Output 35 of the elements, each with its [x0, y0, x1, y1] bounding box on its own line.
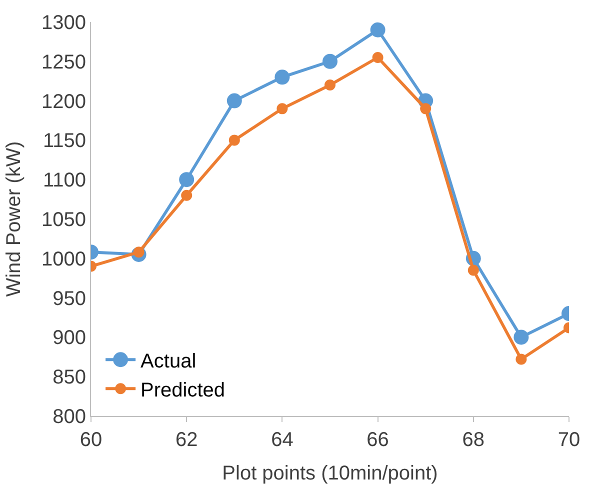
point: [226, 93, 242, 108]
point: [516, 354, 527, 365]
point: [370, 22, 386, 38]
y-tick-label: 1200: [42, 90, 86, 113]
y-tick-label: 1300: [42, 12, 86, 34]
point: [274, 70, 290, 85]
point: [276, 103, 288, 114]
y-tick-label: 1050: [42, 209, 86, 231]
y-tick-label: 850: [52, 366, 86, 389]
legend-label: Predicted: [140, 379, 226, 402]
y-tick-label: 1150: [42, 130, 86, 152]
x-tick-label: 66: [366, 429, 389, 451]
y-tick-label: 1100: [42, 170, 86, 192]
x-tick-label: 68: [462, 429, 485, 451]
point: [322, 54, 338, 69]
y-axis-title: Wind Power (kW): [3, 141, 25, 297]
x-tick-label: 64: [271, 429, 294, 451]
point: [324, 80, 336, 91]
x-tick-label: 62: [175, 429, 198, 451]
y-tick-label: 950: [52, 288, 86, 310]
y-tick-label: 1000: [42, 248, 86, 270]
x-tick-label: 60: [80, 429, 102, 451]
point: [468, 264, 479, 276]
point: [372, 52, 384, 63]
point: [179, 172, 194, 188]
legend-label: Actual: [140, 350, 196, 372]
y-tick-label: 800: [52, 406, 86, 428]
x-tick-label: 70: [558, 429, 580, 451]
point: [228, 134, 240, 146]
y-tick-label: 900: [52, 327, 86, 350]
point: [181, 190, 192, 201]
x-axis-title: Plot points (10min/point): [222, 462, 438, 484]
point: [420, 103, 432, 114]
point: [514, 330, 529, 345]
y-tick-label: 1250: [42, 51, 86, 74]
